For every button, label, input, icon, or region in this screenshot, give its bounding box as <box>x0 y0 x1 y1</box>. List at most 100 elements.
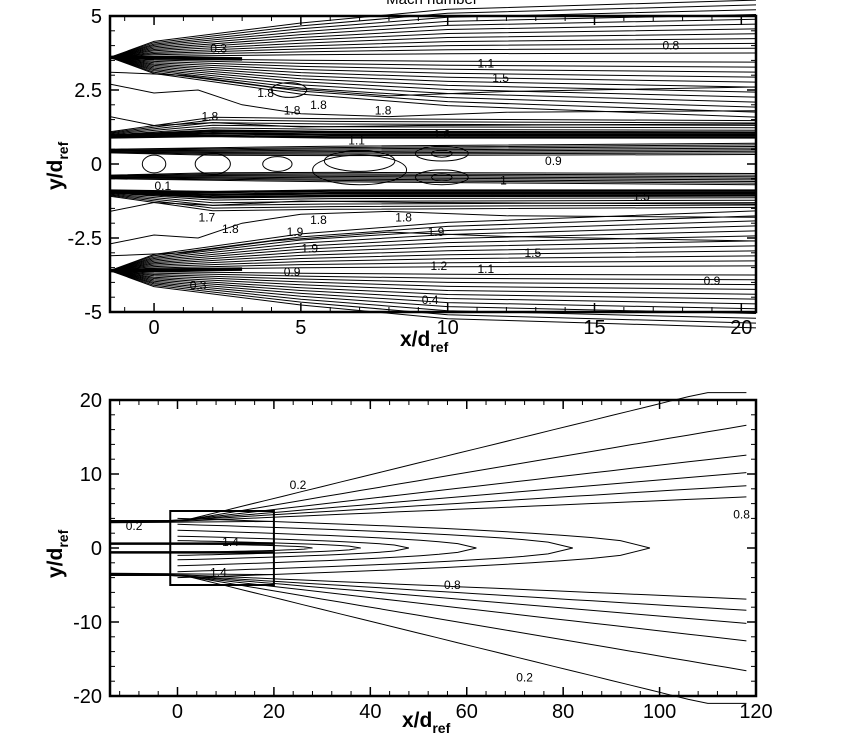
contour-line <box>109 150 757 154</box>
contour-label: 1.8 <box>222 222 239 236</box>
contour-loop <box>414 169 469 186</box>
contour-line <box>109 270 757 286</box>
outer-lip-line <box>109 267 243 273</box>
contour-label: 1 <box>500 173 507 187</box>
contour-label: 0.2 <box>290 478 307 492</box>
top-y-axis-label: y/dref <box>44 141 71 190</box>
bottom-contour-lines <box>109 392 747 704</box>
contour-line <box>109 270 757 300</box>
contour-line <box>109 215 757 272</box>
x-tick-label: 0 <box>172 701 183 723</box>
contour-line <box>109 270 757 281</box>
contour-line <box>109 47 757 58</box>
top-contour-lines <box>109 0 757 329</box>
top-x-axis-label: x/dref <box>400 328 449 355</box>
contour-label: 1.8 <box>310 213 327 227</box>
contour-line <box>110 574 747 642</box>
x-tick-label: 60 <box>456 701 478 723</box>
top-axis-ticks: 0 5 10 15 20 -5 -2.5 0 2.5 5 <box>68 6 756 339</box>
contour-line <box>109 270 757 305</box>
contour-label: 1.9 <box>428 225 445 239</box>
contour-line <box>109 189 756 194</box>
contour-line <box>109 129 757 138</box>
contour-line <box>109 119 757 134</box>
contour-line <box>109 240 757 272</box>
y-tick-label: -2.5 <box>68 228 102 250</box>
contour-line <box>109 83 757 118</box>
contour-line <box>109 231 757 257</box>
contour-line <box>109 174 757 178</box>
x-tick-label: 20 <box>730 317 752 339</box>
contour-line <box>109 572 274 576</box>
contour-line <box>110 573 747 704</box>
contour-loop <box>323 150 396 172</box>
top-contour-labels: 0.31.11.50.81.81.81.8 1.8 1.81.1 1.60.90.1 1… <box>155 39 721 308</box>
contour-line <box>109 235 757 272</box>
contour-line <box>109 144 757 151</box>
contour-line <box>109 245 757 272</box>
zoom-inset-box <box>169 510 275 586</box>
contour-loop <box>194 153 231 175</box>
contour-line <box>109 210 757 272</box>
contour-line <box>109 220 757 272</box>
contour-line <box>109 230 757 272</box>
contour-line <box>109 131 757 138</box>
contour-line <box>109 210 757 245</box>
bottom-plot-frame <box>108 398 758 698</box>
contour-line <box>109 151 757 155</box>
contour-label: 0.2 <box>516 671 533 685</box>
contour-loop <box>414 145 469 162</box>
contour-label: 1.1 <box>348 133 365 147</box>
contour-line <box>109 56 757 118</box>
y-tick-label: -20 <box>73 686 102 708</box>
contour-line <box>109 116 757 133</box>
contour-line <box>109 23 757 58</box>
contour-line <box>109 190 757 197</box>
contour-line <box>109 171 757 176</box>
contour-line <box>109 270 757 295</box>
contour-loop <box>262 156 293 172</box>
contour-line <box>109 147 757 152</box>
x-tick-label: 80 <box>552 701 574 723</box>
contour-line <box>110 485 747 522</box>
contour-line <box>177 517 651 579</box>
contour-line <box>177 529 477 567</box>
contour-line <box>109 152 757 157</box>
x-tick-label: 100 <box>643 701 676 723</box>
contour-line <box>109 134 756 139</box>
y-tick-label: 20 <box>80 390 102 412</box>
outer-lip-line <box>109 55 243 61</box>
contour-line <box>109 28 757 58</box>
contour-line <box>110 574 747 672</box>
contour-label: 0.9 <box>545 154 562 168</box>
contour-line <box>109 56 757 108</box>
contour-loop <box>312 154 408 186</box>
contour-line <box>109 270 757 290</box>
contour-line <box>109 4 757 58</box>
contour-line <box>109 146 757 151</box>
contour-line <box>109 56 757 113</box>
contour-line <box>109 194 757 209</box>
contour-line <box>109 195 757 212</box>
contour-label: 1.7 <box>199 210 216 224</box>
y-tick-label: 5 <box>91 6 102 28</box>
contour-label: 1.8 <box>375 104 392 118</box>
contour-label: 0.4 <box>422 293 439 307</box>
contour-label: 1.4 <box>210 565 227 579</box>
contour-label: 0.9 <box>284 265 301 279</box>
contour-line <box>110 392 747 523</box>
contour-line <box>109 175 757 179</box>
contour-label: 1.8 <box>284 104 301 118</box>
x-tick-label: 5 <box>295 317 306 339</box>
contour-label: 1.8 <box>310 98 327 112</box>
bottom-y-axis-label: y/dref <box>44 529 71 578</box>
contour-label: 1.1 <box>478 56 495 70</box>
contour-line <box>109 14 757 58</box>
y-tick-label: -10 <box>73 612 102 634</box>
contour-line <box>109 176 757 181</box>
contour-line <box>109 200 757 212</box>
contour-line <box>177 535 410 561</box>
contour-line <box>109 149 757 153</box>
contour-loop <box>431 173 453 182</box>
